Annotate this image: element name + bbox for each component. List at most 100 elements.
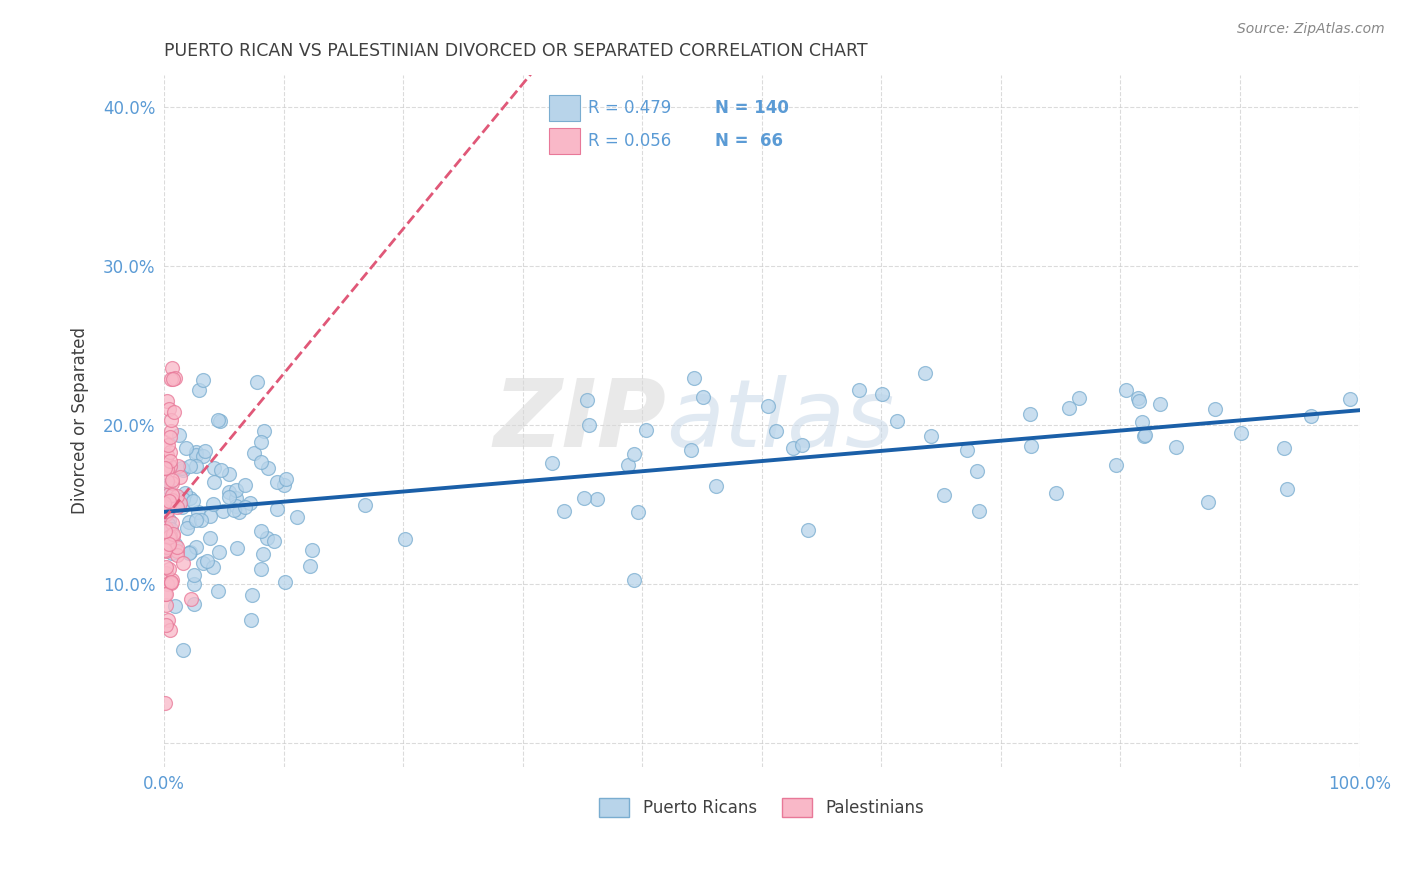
Point	[162, 529, 184, 543]
Point	[156, 504, 179, 518]
Point	[153, 460, 176, 475]
Point	[1277, 482, 1299, 496]
Point	[1130, 415, 1153, 429]
Point	[920, 428, 942, 442]
Point	[198, 531, 221, 545]
Point	[250, 455, 273, 469]
Point	[170, 460, 193, 475]
Point	[155, 559, 177, 574]
Point	[797, 523, 820, 537]
Point	[156, 488, 179, 502]
Y-axis label: Divorced or Separated: Divorced or Separated	[72, 327, 89, 515]
Point	[159, 623, 181, 637]
Point	[177, 546, 200, 560]
Point	[1105, 458, 1128, 473]
Point	[194, 444, 217, 458]
Point	[1133, 428, 1156, 442]
Point	[155, 521, 177, 535]
Point	[1132, 428, 1154, 442]
Text: PUERTO RICAN VS PALESTINIAN DIVORCED OR SEPARATED CORRELATION CHART: PUERTO RICAN VS PALESTINIAN DIVORCED OR …	[165, 42, 868, 60]
Point	[159, 430, 181, 444]
Point	[156, 478, 179, 492]
Point	[166, 540, 188, 554]
Point	[1204, 401, 1226, 416]
Point	[886, 414, 908, 428]
Point	[157, 493, 180, 508]
Point	[212, 504, 235, 518]
Point	[250, 562, 273, 576]
Point	[156, 462, 179, 476]
Point	[273, 478, 295, 492]
Point	[160, 522, 183, 536]
Point	[155, 566, 177, 580]
Point	[1149, 397, 1171, 411]
Point	[155, 504, 177, 518]
Point	[157, 438, 180, 452]
Point	[155, 508, 177, 522]
Point	[159, 459, 181, 474]
Point	[1128, 393, 1150, 408]
Point	[160, 492, 183, 507]
Point	[226, 541, 249, 555]
Point	[155, 587, 177, 601]
Point	[1115, 383, 1137, 397]
Point	[184, 540, 207, 554]
Point	[160, 488, 183, 502]
Point	[299, 558, 322, 573]
Point	[235, 478, 257, 492]
Point	[704, 479, 727, 493]
Point	[266, 502, 288, 516]
Point	[183, 493, 205, 508]
Point	[266, 475, 288, 490]
Point	[169, 496, 191, 510]
Point	[187, 505, 209, 519]
Point	[157, 537, 180, 551]
Point	[623, 447, 645, 461]
Point	[169, 470, 191, 484]
Point	[190, 513, 212, 527]
Point	[172, 500, 194, 515]
Point	[159, 445, 181, 459]
Point	[156, 613, 179, 627]
Point	[156, 448, 179, 462]
Point	[180, 592, 202, 607]
Point	[160, 473, 183, 487]
Point	[914, 366, 936, 380]
Point	[157, 401, 180, 416]
Point	[934, 488, 956, 502]
Point	[183, 597, 205, 611]
Point	[758, 399, 780, 413]
Point	[1126, 391, 1149, 405]
Point	[172, 463, 194, 477]
Point	[160, 413, 183, 427]
Point	[207, 584, 229, 599]
Point	[172, 556, 194, 570]
Point	[274, 574, 297, 589]
Point	[257, 461, 280, 475]
Point	[191, 556, 214, 570]
Point	[155, 618, 177, 632]
Point	[195, 553, 218, 567]
Point	[202, 559, 225, 574]
Point	[160, 475, 183, 490]
Point	[1045, 486, 1067, 500]
Point	[163, 599, 186, 613]
Point	[263, 533, 285, 548]
Point	[782, 441, 804, 455]
Point	[166, 500, 188, 514]
Point	[218, 485, 240, 500]
Point	[156, 393, 179, 408]
Point	[225, 499, 247, 513]
Point	[578, 418, 600, 433]
Point	[191, 449, 214, 463]
Point	[157, 530, 180, 544]
Point	[186, 513, 208, 527]
Point	[166, 544, 188, 558]
Point	[157, 513, 180, 527]
Point	[354, 499, 377, 513]
Point	[160, 360, 183, 375]
Point	[209, 414, 232, 428]
Point	[243, 446, 266, 460]
Point	[1197, 495, 1219, 509]
Point	[1019, 439, 1042, 453]
